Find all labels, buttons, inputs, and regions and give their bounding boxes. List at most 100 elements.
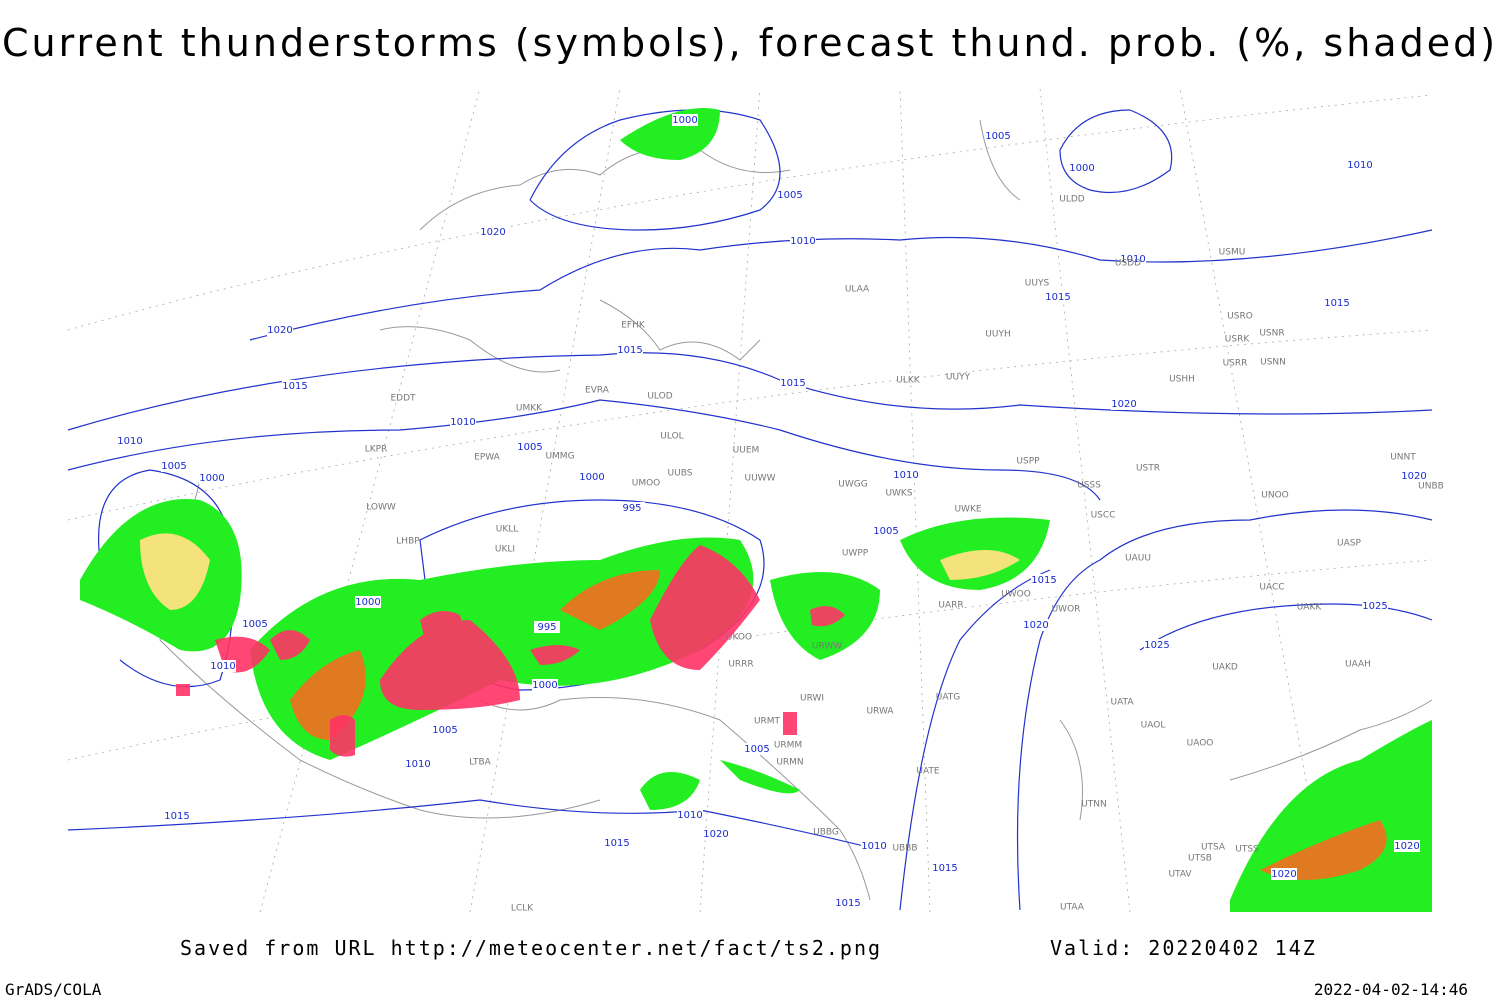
station-code: URWI bbox=[800, 694, 824, 704]
isobar-label: 1000 bbox=[1069, 163, 1094, 174]
map: 1000 1005 1000 1010 1005 1020 1010 1010 1015 1015… bbox=[67, 87, 1444, 914]
station-code: URRR bbox=[728, 660, 753, 670]
label-bg bbox=[1347, 159, 1373, 171]
isobar-label: 1010 bbox=[1347, 160, 1372, 171]
station-code: UAUU bbox=[1125, 554, 1151, 564]
label-bg bbox=[932, 862, 958, 874]
station-code: UBBG bbox=[813, 828, 839, 838]
isobar-labels: 1000 1005 1000 1010 1005 1020 1010 1010 1015 1015… bbox=[117, 114, 1427, 909]
isobar-label: 1005 bbox=[985, 131, 1010, 142]
isobar-label: 1020 bbox=[1111, 399, 1136, 410]
isobars bbox=[67, 109, 1433, 911]
label-bg bbox=[199, 472, 225, 484]
station-code: USPP bbox=[1016, 457, 1040, 467]
station-code: EDDT bbox=[390, 394, 416, 404]
station-code: USNR bbox=[1259, 329, 1284, 339]
isobar-label: 1015 bbox=[617, 345, 642, 356]
station-code: UMKK bbox=[516, 404, 543, 414]
station-code: ULOL bbox=[660, 432, 683, 442]
station-code: USHH bbox=[1169, 375, 1195, 385]
isobar-label: 1000 bbox=[672, 115, 697, 126]
label-bg bbox=[267, 324, 293, 336]
isobar-label: 1010 bbox=[790, 236, 815, 247]
isobar-label: 1010 bbox=[117, 436, 142, 447]
label-bg bbox=[532, 679, 558, 691]
isobar-label: 1015 bbox=[282, 381, 307, 392]
label-bg bbox=[677, 809, 703, 821]
isobar-label: 1020 bbox=[1394, 841, 1419, 852]
label-bg bbox=[861, 840, 887, 852]
station-code: UARR bbox=[938, 601, 963, 611]
isobar-label: 995 bbox=[622, 503, 641, 514]
label-bg bbox=[432, 724, 458, 736]
isobar-label: 1010 bbox=[405, 759, 430, 770]
label-bg bbox=[703, 828, 729, 840]
station-code: UTAV bbox=[1168, 870, 1192, 880]
isobar-label: 995 bbox=[537, 622, 556, 633]
isobar-label: 1015 bbox=[1031, 575, 1056, 586]
station-code: LHBP bbox=[396, 537, 420, 547]
station-code: URMM bbox=[774, 741, 802, 751]
station-code: USCC bbox=[1091, 511, 1116, 521]
station-labels: ULDD USDD USMU ULAA UUYS UUYH USRO USRK USNR USRR… bbox=[365, 195, 1444, 914]
station-code: LKPR bbox=[365, 445, 388, 455]
station-code: UAOO bbox=[1187, 739, 1214, 749]
station-code: UKLI bbox=[495, 545, 515, 555]
label-bg bbox=[579, 471, 605, 483]
station-code: UAOL bbox=[1141, 721, 1166, 731]
station-code: URMN bbox=[776, 758, 803, 768]
label-bg bbox=[835, 897, 861, 909]
label-bg bbox=[1144, 639, 1170, 651]
isobar-label: 1015 bbox=[1045, 292, 1070, 303]
station-code: UAAH bbox=[1345, 660, 1371, 670]
station-code: LOWW bbox=[366, 503, 396, 513]
station-code: UBBB bbox=[892, 844, 917, 854]
station-code: USNN bbox=[1260, 358, 1286, 368]
label-bg bbox=[161, 460, 187, 472]
label-bg bbox=[1031, 574, 1057, 586]
map-area bbox=[68, 88, 1432, 912]
label-bg bbox=[450, 416, 476, 428]
isobar-label: 1000 bbox=[579, 472, 604, 483]
isobar-label: 1015 bbox=[164, 811, 189, 822]
station-code: UTAA bbox=[1060, 903, 1085, 913]
station-code: USTR bbox=[1136, 464, 1160, 474]
label-bg bbox=[619, 502, 645, 514]
isobar-label: 1000 bbox=[199, 473, 224, 484]
station-code: UASP bbox=[1337, 539, 1361, 549]
source-url: Saved from URL http://meteocenter.net/fa… bbox=[180, 936, 882, 960]
station-code: UMMG bbox=[545, 452, 574, 462]
thunderstorm-symbols bbox=[176, 545, 845, 757]
station-code: USRK bbox=[1225, 335, 1251, 345]
isobar-label: 1015 bbox=[604, 838, 629, 849]
station-code: USDD bbox=[1115, 259, 1141, 269]
graticule bbox=[67, 87, 1433, 913]
label-bg bbox=[1069, 162, 1095, 174]
isobar-label: 1015 bbox=[932, 863, 957, 874]
label-bg bbox=[480, 226, 506, 238]
station-code: LTBA bbox=[469, 758, 491, 768]
label-bg bbox=[534, 621, 560, 633]
station-code: UATG bbox=[936, 693, 961, 703]
station-code: UTNN bbox=[1081, 800, 1107, 810]
coastlines bbox=[159, 119, 1433, 901]
isobar-label: 1020 bbox=[267, 325, 292, 336]
station-code: ULKK bbox=[896, 376, 921, 386]
station-code: UUWW bbox=[745, 474, 776, 484]
label-bg bbox=[210, 660, 236, 672]
label-bg bbox=[405, 758, 431, 770]
isobar-label: 1005 bbox=[432, 725, 457, 736]
isobar-label: 1015 bbox=[780, 378, 805, 389]
station-code: EPWA bbox=[474, 453, 501, 463]
isobar-label: 1020 bbox=[480, 227, 505, 238]
station-code: UTSA bbox=[1201, 843, 1226, 853]
isobar-label: 1005 bbox=[744, 744, 769, 755]
isobar-label: 1020 bbox=[1023, 620, 1048, 631]
station-code: UKOO bbox=[726, 633, 752, 643]
station-code: LCLK bbox=[511, 904, 534, 914]
isobar-label: 1010 bbox=[861, 841, 886, 852]
station-code: UWOO bbox=[1001, 590, 1031, 600]
label-bg bbox=[1394, 840, 1420, 852]
station-code: UWPP bbox=[842, 549, 869, 559]
title: Current thunderstorms (symbols), forecas… bbox=[2, 21, 1498, 65]
